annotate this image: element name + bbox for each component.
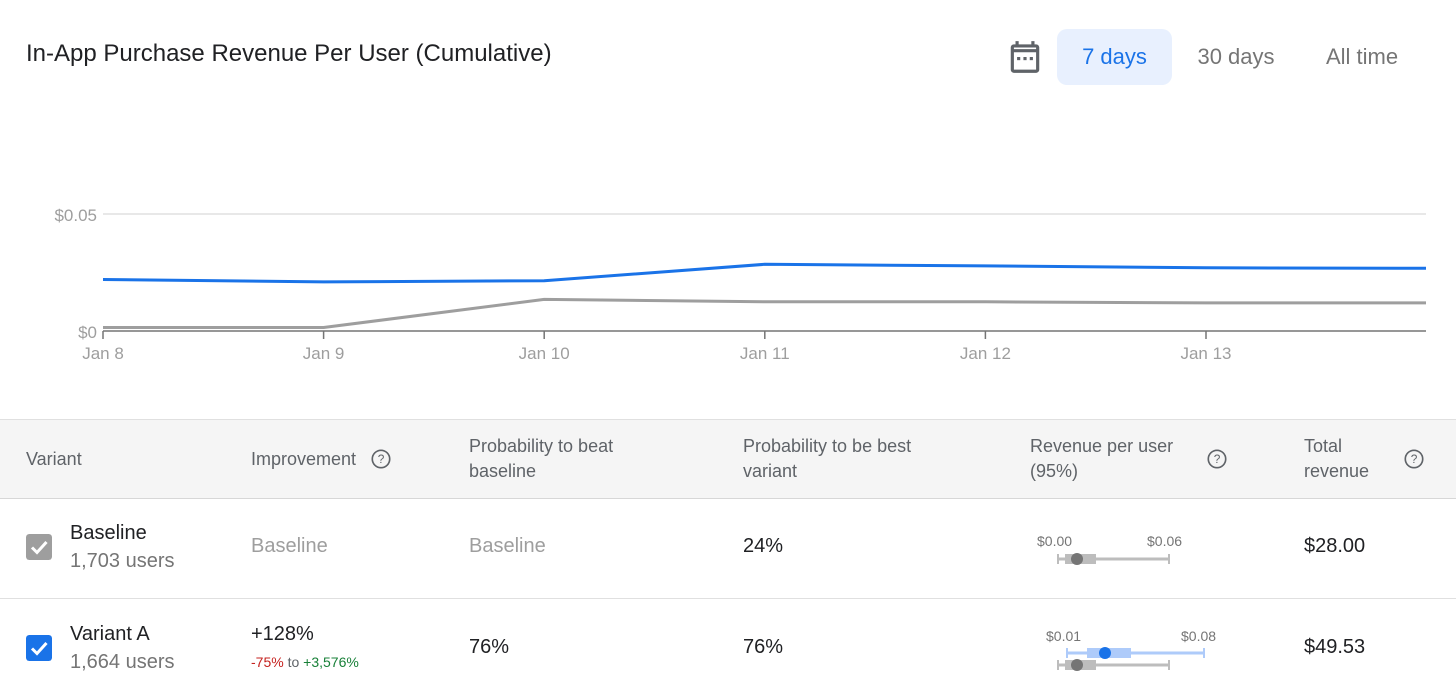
improvement-low: -75% <box>251 654 284 670</box>
rpu-low-label: $0.01 <box>1046 628 1082 644</box>
svg-text:?: ? <box>1411 452 1418 466</box>
variant-users: 1,664 users <box>70 651 175 673</box>
table-header: Variant Improvement ? Probability to bea… <box>0 419 1456 499</box>
col-prob-beat-header: Probability to beat baseline <box>469 436 614 481</box>
col-total-header: Total revenue <box>1304 436 1370 481</box>
total-revenue-value: $28.00 <box>1304 535 1366 557</box>
x-tick-label: Jan 13 <box>1180 344 1231 363</box>
prob-beat-value: 76% <box>469 636 510 658</box>
prob-beat-value: Baseline <box>469 535 546 557</box>
col-improvement-header: Improvement <box>251 449 357 469</box>
help-icon[interactable]: ? <box>1403 448 1425 470</box>
help-icon[interactable]: ? <box>370 448 392 470</box>
row-divider <box>0 598 1456 599</box>
checkbox-baseline[interactable] <box>26 534 52 560</box>
rpu-low-label: $0.00 <box>1037 533 1073 549</box>
improvement-high: +3,576% <box>303 654 359 670</box>
y-tick-label: $0.05 <box>54 206 97 225</box>
calendar-icon[interactable] <box>1006 38 1044 76</box>
x-tick-label: Jan 10 <box>519 344 570 363</box>
x-tick-label: Jan 11 <box>740 344 790 363</box>
prob-best-value: 24% <box>743 535 784 557</box>
table-row: Variant A 1,664 users +128% -75% to +3,5… <box>0 599 1456 699</box>
x-tick-label: Jan 9 <box>303 344 345 363</box>
range-7-days-button[interactable]: 7 days <box>1057 29 1172 85</box>
y-tick-label: $0 <box>78 323 97 342</box>
x-tick-label: Jan 12 <box>960 344 1011 363</box>
col-rpu-header: Revenue per user (95%) <box>1030 436 1174 481</box>
rpu-interval-chart <box>1057 553 1170 565</box>
rpu-interval-chart <box>1057 647 1205 671</box>
x-tick-label: Jan 8 <box>82 344 124 363</box>
chart-title: In-App Purchase Revenue Per User (Cumula… <box>26 40 552 67</box>
variant-name: Baseline <box>70 522 147 544</box>
table-row: Baseline 1,703 users Baseline Baseline 2… <box>0 498 1456 598</box>
range-all-time-button[interactable]: All time <box>1325 44 1399 69</box>
svg-text:?: ? <box>1214 452 1221 466</box>
improvement-value: +128% <box>251 623 314 645</box>
variant-name: Variant A <box>70 623 150 645</box>
prob-best-value: 76% <box>743 636 784 658</box>
rpu-high-label: $0.08 <box>1181 628 1217 644</box>
total-revenue-value: $49.53 <box>1304 636 1366 658</box>
improvement-value: Baseline <box>251 535 328 557</box>
col-variant-header: Variant <box>26 449 82 469</box>
improvement-to: to <box>287 654 300 670</box>
improvement-range: -75% to +3,576% <box>251 654 359 670</box>
rpu-high-label: $0.06 <box>1147 533 1183 549</box>
line-chart: $0 $0.05 Jan 8 Jan 9 Jan 10 Jan 11 Jan 12 Jan 1… <box>54 206 1427 363</box>
series-line-1 <box>103 297 1426 329</box>
range-30-days-button[interactable]: 30 days <box>1197 44 1275 69</box>
series-line-0 <box>102 262 1427 284</box>
help-icon[interactable]: ? <box>1206 448 1228 470</box>
checkbox-variant-a[interactable] <box>26 635 52 661</box>
svg-text:?: ? <box>378 452 385 466</box>
variant-users: 1,703 users <box>70 550 175 572</box>
col-prob-best-header: Probability to be best variant <box>743 436 912 481</box>
